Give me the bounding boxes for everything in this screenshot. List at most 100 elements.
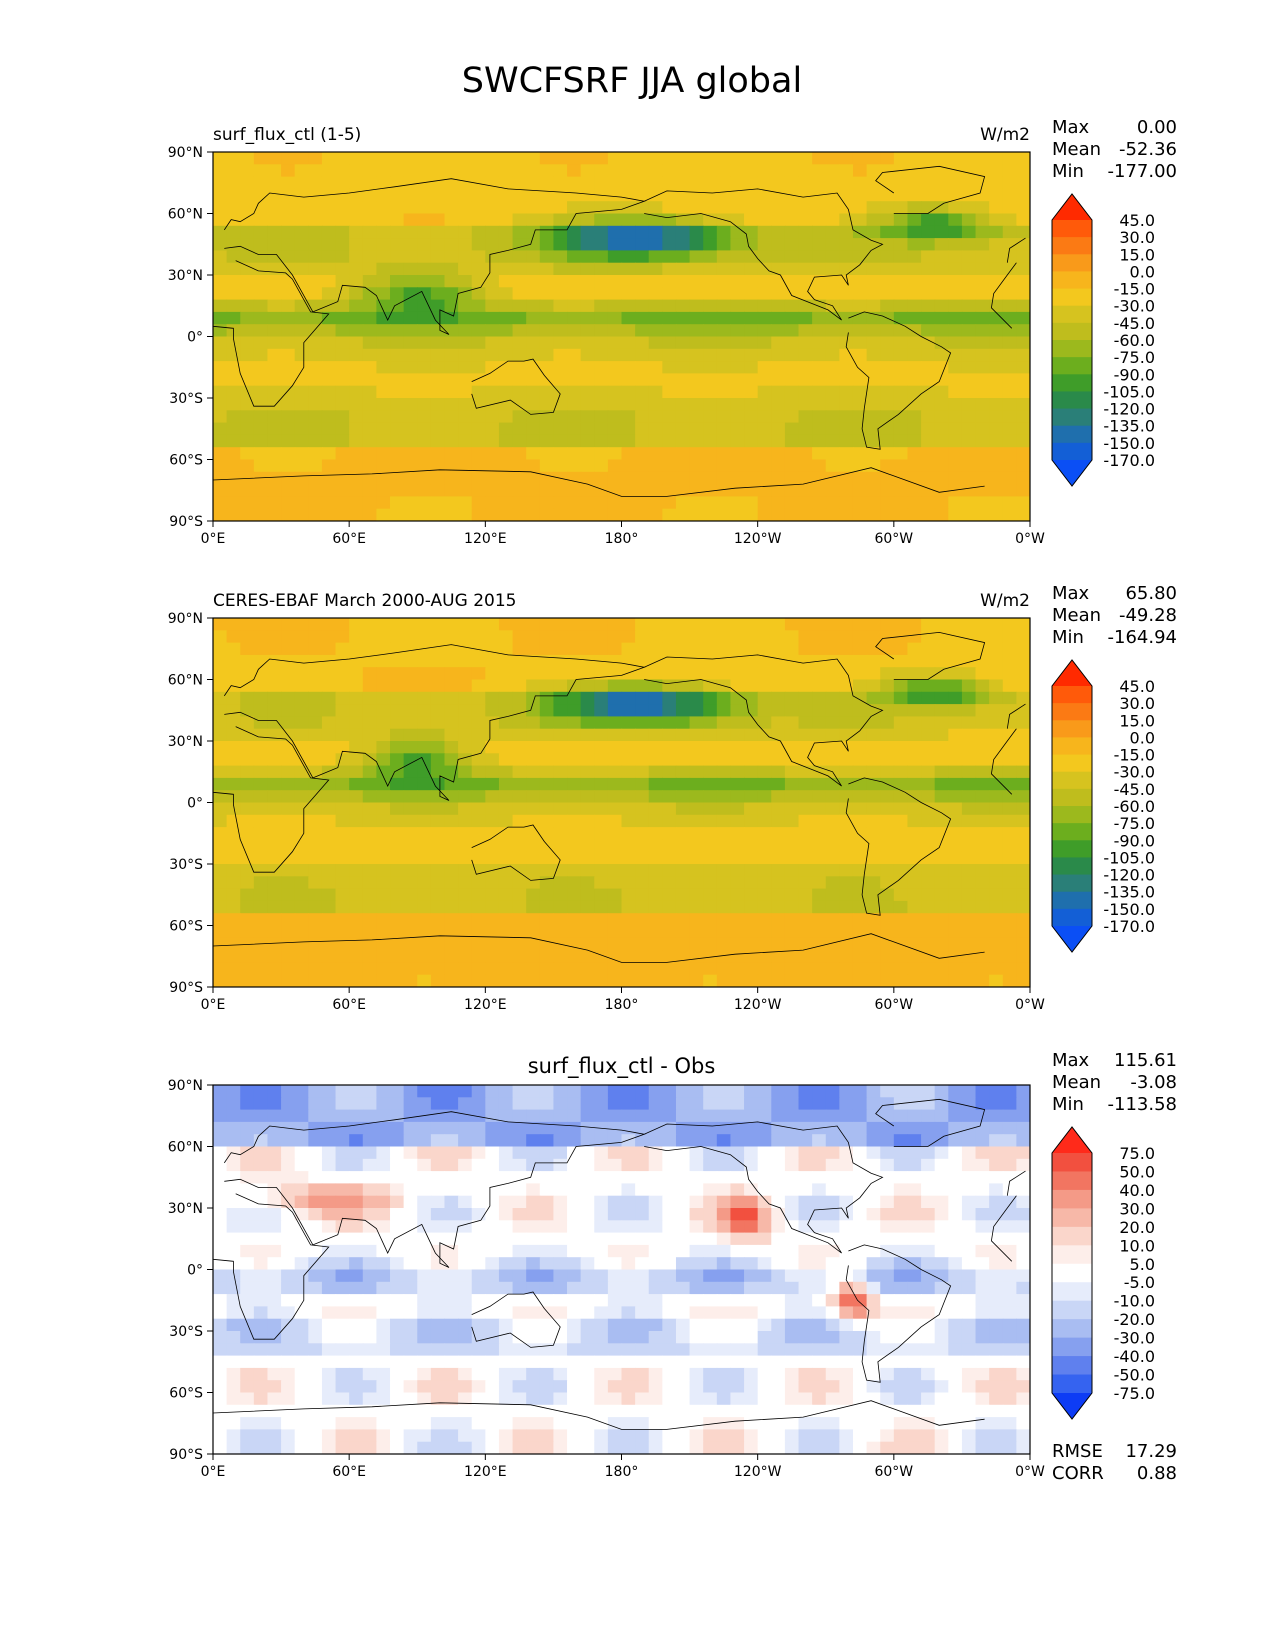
map-cell: [213, 152, 228, 165]
map-cell: [308, 275, 323, 288]
map-cell: [253, 618, 269, 631]
map-cell: [226, 201, 241, 215]
map-cell: [512, 484, 527, 497]
map-cell: [213, 937, 228, 951]
map-cell: [1016, 864, 1030, 877]
map-cell: [226, 864, 241, 877]
map-cell: [812, 311, 827, 325]
lat-tick-label: 30°S: [169, 857, 203, 873]
map-cell: [730, 275, 745, 288]
map-cell: [253, 275, 269, 288]
map-cell: [553, 1171, 568, 1184]
map-cell: [607, 385, 623, 399]
map-cell: [893, 913, 909, 927]
map-cell: [267, 642, 282, 656]
map-cell: [703, 262, 718, 276]
map-cell: [866, 410, 881, 424]
map-cell: [798, 728, 813, 742]
map-cell: [430, 839, 446, 853]
map-cell: [989, 937, 1004, 951]
panel-left-title: CERES-EBAF March 2000-AUG 2015: [213, 591, 516, 611]
map-cell: [267, 250, 282, 264]
map-cell: [880, 373, 895, 387]
map-cell: [866, 913, 881, 927]
map-cell: [213, 654, 228, 668]
map-cell: [730, 1146, 745, 1160]
map-cell: [390, 152, 405, 165]
map-cell: [485, 422, 500, 436]
map-cell: [240, 618, 255, 631]
map-cell: [893, 1121, 909, 1135]
map-cell: [757, 642, 772, 656]
map-cell: [716, 459, 732, 473]
map-cell: [580, 373, 595, 387]
map-cell: [812, 1244, 827, 1258]
map-cell: [458, 950, 473, 963]
map-cell: [417, 1146, 432, 1160]
map-cell: [961, 1294, 977, 1307]
colorbar-label: 45.0: [1119, 211, 1155, 230]
map-cell: [335, 336, 350, 350]
map-cell: [730, 176, 745, 190]
map-cell: [662, 398, 677, 411]
stat-label: Mean: [1052, 139, 1101, 160]
map-cell: [390, 1331, 405, 1344]
map-cell: [703, 1269, 718, 1283]
map-cell: [281, 410, 296, 424]
map-cell: [213, 164, 228, 178]
map-cell: [417, 630, 432, 644]
map-cell: [921, 950, 936, 963]
map-cell: [866, 679, 881, 693]
map-cell: [975, 434, 990, 448]
map-cell: [458, 385, 473, 399]
map-cell: [580, 385, 595, 399]
map-cell: [1002, 275, 1017, 288]
map-cell: [567, 459, 582, 473]
map-cell: [417, 827, 432, 840]
map-cell: [240, 913, 255, 927]
map-cell: [839, 324, 854, 338]
map-cell: [784, 250, 800, 264]
map-cell: [744, 974, 759, 987]
map-cell: [485, 164, 500, 178]
map-cell: [730, 679, 745, 693]
map-cell: [989, 398, 1004, 411]
map-cell: [893, 839, 909, 853]
map-cell: [430, 1257, 446, 1271]
map-cell: [390, 287, 405, 301]
map-cell: [321, 1158, 337, 1172]
map-cell: [471, 1331, 486, 1344]
map-cell: [730, 1281, 745, 1295]
map-cell: [784, 1208, 800, 1221]
map-cell: [1016, 1097, 1030, 1111]
map-cell: [662, 484, 677, 497]
map-cell: [771, 704, 786, 717]
map-cell: [390, 1085, 405, 1098]
map-cell: [784, 1183, 800, 1197]
map-cell: [757, 974, 772, 987]
panel-units: W/m2: [980, 591, 1030, 611]
map-cell: [948, 716, 963, 730]
map-cell: [621, 618, 636, 631]
map-cell: [335, 790, 350, 804]
map-cell: [635, 459, 650, 473]
map-cell: [784, 974, 800, 987]
map-cell: [621, 336, 636, 350]
map-cell: [430, 777, 446, 791]
map-cell: [281, 225, 296, 239]
map-cell: [893, 753, 909, 767]
map-cell: [798, 716, 813, 730]
map-cell: [989, 410, 1004, 424]
map-cell: [553, 1109, 568, 1123]
map-cell: [213, 471, 228, 485]
map-cell: [716, 900, 732, 914]
map-cell: [294, 311, 309, 325]
map-cell: [852, 814, 868, 828]
map-cell: [607, 410, 623, 424]
map-cell: [1016, 250, 1030, 264]
map-cell: [648, 275, 663, 288]
map-cell: [1016, 1109, 1030, 1123]
map-cell: [648, 1208, 663, 1221]
map-cell: [839, 753, 854, 767]
map-cell: [253, 336, 269, 350]
